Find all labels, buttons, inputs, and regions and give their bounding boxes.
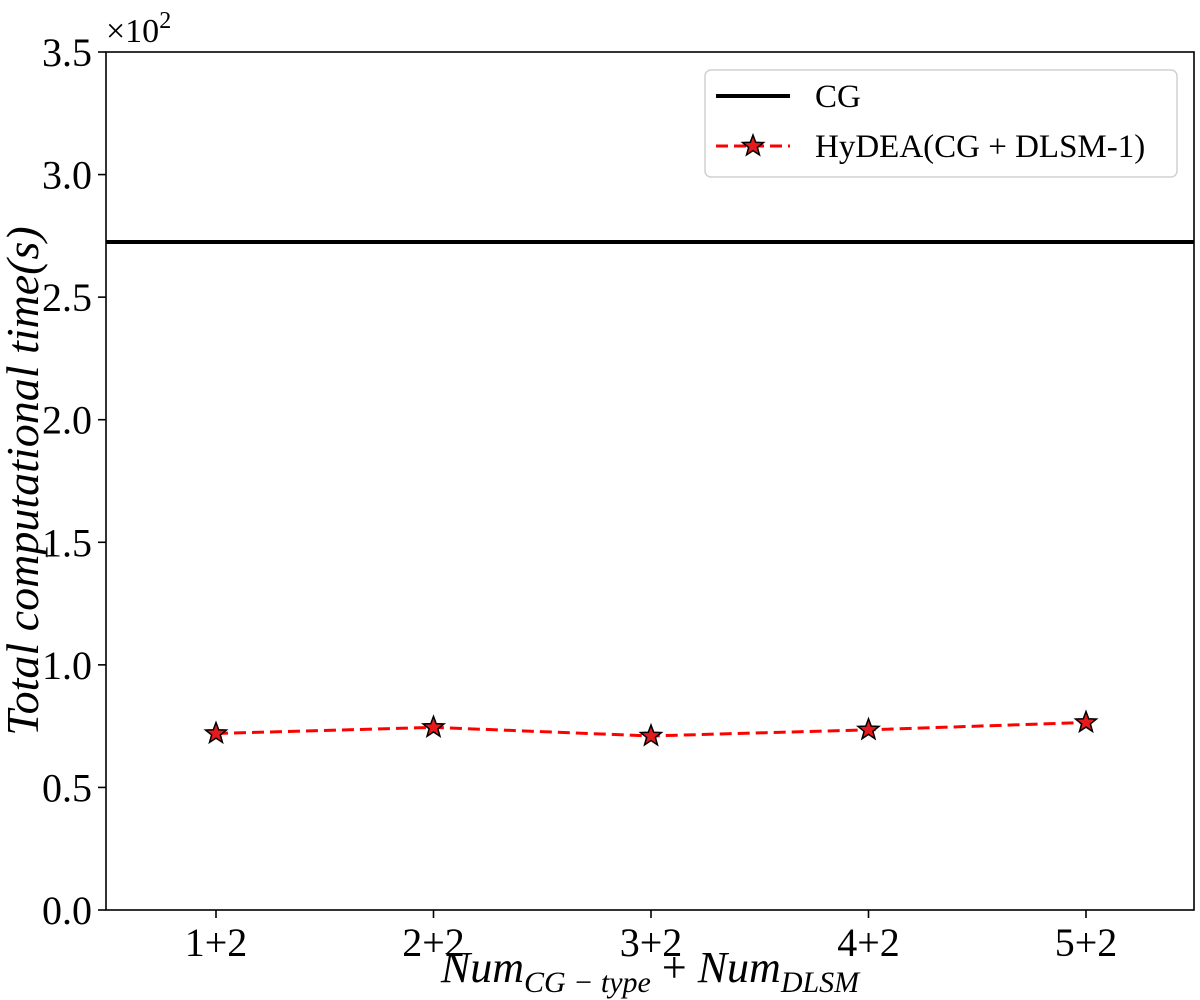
y-tick-label: 0.0 xyxy=(42,888,92,933)
series-hydea-point xyxy=(1073,709,1099,734)
y-tick-label: 3.0 xyxy=(42,153,92,198)
legend-label-hydea: HyDEA(CG + DLSM-1) xyxy=(815,129,1145,165)
plot-marks xyxy=(106,239,1194,747)
x-label-num-cg: Num xyxy=(440,943,524,992)
x-tick-label: 4+2 xyxy=(837,920,900,965)
y-tick-label: 1.0 xyxy=(42,643,92,688)
y-tick-label: 3.5 xyxy=(42,30,92,75)
y-scale-exponent: 2 xyxy=(159,8,171,34)
legend-star-marker xyxy=(740,132,766,157)
y-tick-label: 2.0 xyxy=(42,398,92,443)
y-scale-factor: ×102 xyxy=(106,8,171,50)
x-label-plus: + xyxy=(651,943,698,992)
series-hydea-point xyxy=(855,716,882,741)
x-tick-label: 1+2 xyxy=(185,920,248,965)
x-tick-label: 2+2 xyxy=(402,920,465,965)
x-axis: 1+2 2+2 3+2 4+2 5+2 xyxy=(185,910,1118,965)
legend: CG HyDEA(CG + DLSM-1) xyxy=(704,69,1178,178)
x-label-num-dlsm: Num xyxy=(697,943,781,992)
y-tick-label: 1.5 xyxy=(42,520,92,565)
x-tick-label: 3+2 xyxy=(620,920,683,965)
y-scale-prefix: ×10 xyxy=(106,13,159,50)
x-label-sub-cg-type: CG − type xyxy=(524,966,651,999)
y-tick-label: 0.5 xyxy=(42,765,92,810)
legend-label-cg: CG xyxy=(815,79,861,115)
y-axis: 0.0 0.5 1.0 1.5 2.0 2.5 3.0 3.5 xyxy=(42,30,106,933)
x-axis-label: NumCG − type + NumDLSM xyxy=(440,943,861,999)
y-axis-label: Total computational time(s) xyxy=(0,226,48,735)
y-tick-label: 2.5 xyxy=(42,275,92,320)
series-hydea-point xyxy=(638,722,664,747)
series-hydea-point xyxy=(203,720,229,745)
x-tick-label: 5+2 xyxy=(1055,920,1118,965)
legend-box xyxy=(704,69,1178,178)
series-hydea-point xyxy=(420,714,447,739)
plot-frame xyxy=(105,51,1195,911)
x-label-sub-dlsm: DLSM xyxy=(780,966,861,999)
